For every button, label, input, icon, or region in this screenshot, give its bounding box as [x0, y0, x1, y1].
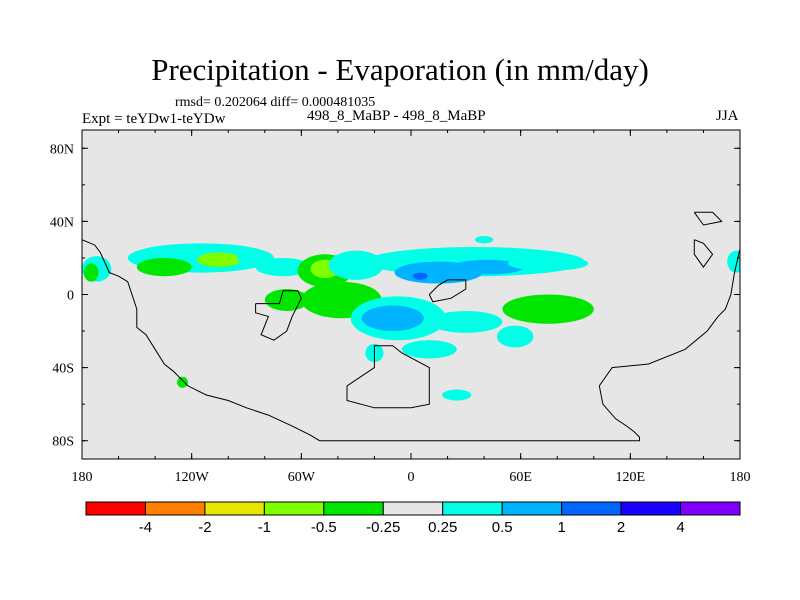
colorbar-box-7 — [501, 501, 563, 516]
colorbar-box-0 — [85, 501, 146, 516]
anomaly-region-14 — [507, 256, 589, 271]
colorbar-box-9 — [620, 501, 682, 516]
colorbar-box-3 — [263, 501, 325, 516]
anomaly-region-19 — [496, 325, 534, 348]
y-tick-label-3: 40S — [52, 362, 74, 377]
coastline-layer — [82, 211, 740, 442]
coastline-3 — [346, 345, 430, 409]
anomaly-region-4 — [255, 257, 311, 277]
anomaly-region-18 — [429, 310, 503, 333]
plot-background — [82, 130, 740, 459]
colorbar-box-8 — [561, 501, 622, 516]
colorbar: -4 -2 -1 -0.5 -0.25 0.25 0.5 1 2 4 — [85, 501, 741, 536]
colorbar-label-5: 0.25 — [428, 519, 457, 536]
colorbar-label-6: 0.5 — [492, 519, 513, 536]
axes-layer: 180 120W 60W 0 60E 120E 180 80N 40N 0 40S 80S — [50, 130, 751, 485]
chart-title: Precipitation - Evaporation (in mm/day) — [151, 52, 649, 87]
y-tick-label-4: 80S — [52, 435, 74, 450]
colorbar-label-0: -4 — [139, 519, 152, 536]
y-tick-label-1: 40N — [50, 215, 74, 230]
colorbar-label-8: 2 — [617, 519, 625, 536]
y-tick-label-0: 80N — [50, 142, 74, 157]
colorbar-box-6 — [442, 501, 503, 516]
coastline-2 — [428, 279, 467, 303]
colorbar-box-4 — [323, 501, 384, 516]
colorbar-label-1: -2 — [198, 519, 211, 536]
colorbar-box-10 — [680, 501, 741, 516]
colorbar-label-4: -0.25 — [366, 519, 400, 536]
anomaly-region-26 — [474, 236, 494, 244]
anomaly-region-22 — [442, 389, 472, 401]
season-label: JJA — [716, 108, 739, 124]
x-tick-label-0: 180 — [72, 470, 93, 485]
x-tick-label-6: 180 — [730, 470, 751, 485]
coastline-5 — [693, 211, 723, 226]
coastline-4 — [693, 239, 714, 268]
anomaly-region-15 — [502, 294, 594, 324]
anomaly-region-2 — [136, 257, 192, 277]
anomaly-region-3 — [197, 252, 242, 268]
experiment-label: Expt = teYDw1-teYDw — [82, 111, 226, 127]
x-tick-label-3: 0 — [408, 470, 415, 485]
colorbar-box-5 — [382, 501, 444, 516]
x-tick-label-1: 120W — [175, 470, 210, 485]
x-tick-label-5: 120E — [616, 470, 646, 485]
anomaly-region-27 — [237, 252, 256, 264]
anomaly-region-25 — [727, 250, 740, 273]
anomaly-region-13 — [412, 272, 428, 280]
coastline-1 — [255, 290, 302, 341]
colorbar-label-7: 1 — [557, 519, 565, 536]
colorbar-label-3: -0.5 — [311, 519, 337, 536]
anomaly-region-17 — [361, 305, 424, 332]
x-tick-label-4: 60E — [509, 470, 532, 485]
anomaly-region-23 — [177, 376, 189, 388]
y-tick-label-2: 0 — [67, 289, 74, 304]
x-tick-label-2: 60W — [288, 470, 316, 485]
anomaly-region-12 — [451, 259, 525, 275]
colorbar-box-2 — [204, 501, 265, 516]
rmsd-diff-stats: rmsd= 0.202064 diff= 0.000481035 — [175, 95, 376, 110]
anomaly-region-20 — [401, 340, 457, 359]
colorbar-label-2: -1 — [258, 519, 271, 536]
chart-subtitle: 498_8_MaBP - 498_8_MaBP — [307, 108, 486, 124]
anomaly-region-24 — [83, 263, 99, 282]
anomaly-field — [82, 236, 740, 401]
coastline-0 — [82, 239, 740, 442]
colorbar-label-9: 4 — [676, 519, 684, 536]
colorbar-box-1 — [144, 501, 206, 516]
